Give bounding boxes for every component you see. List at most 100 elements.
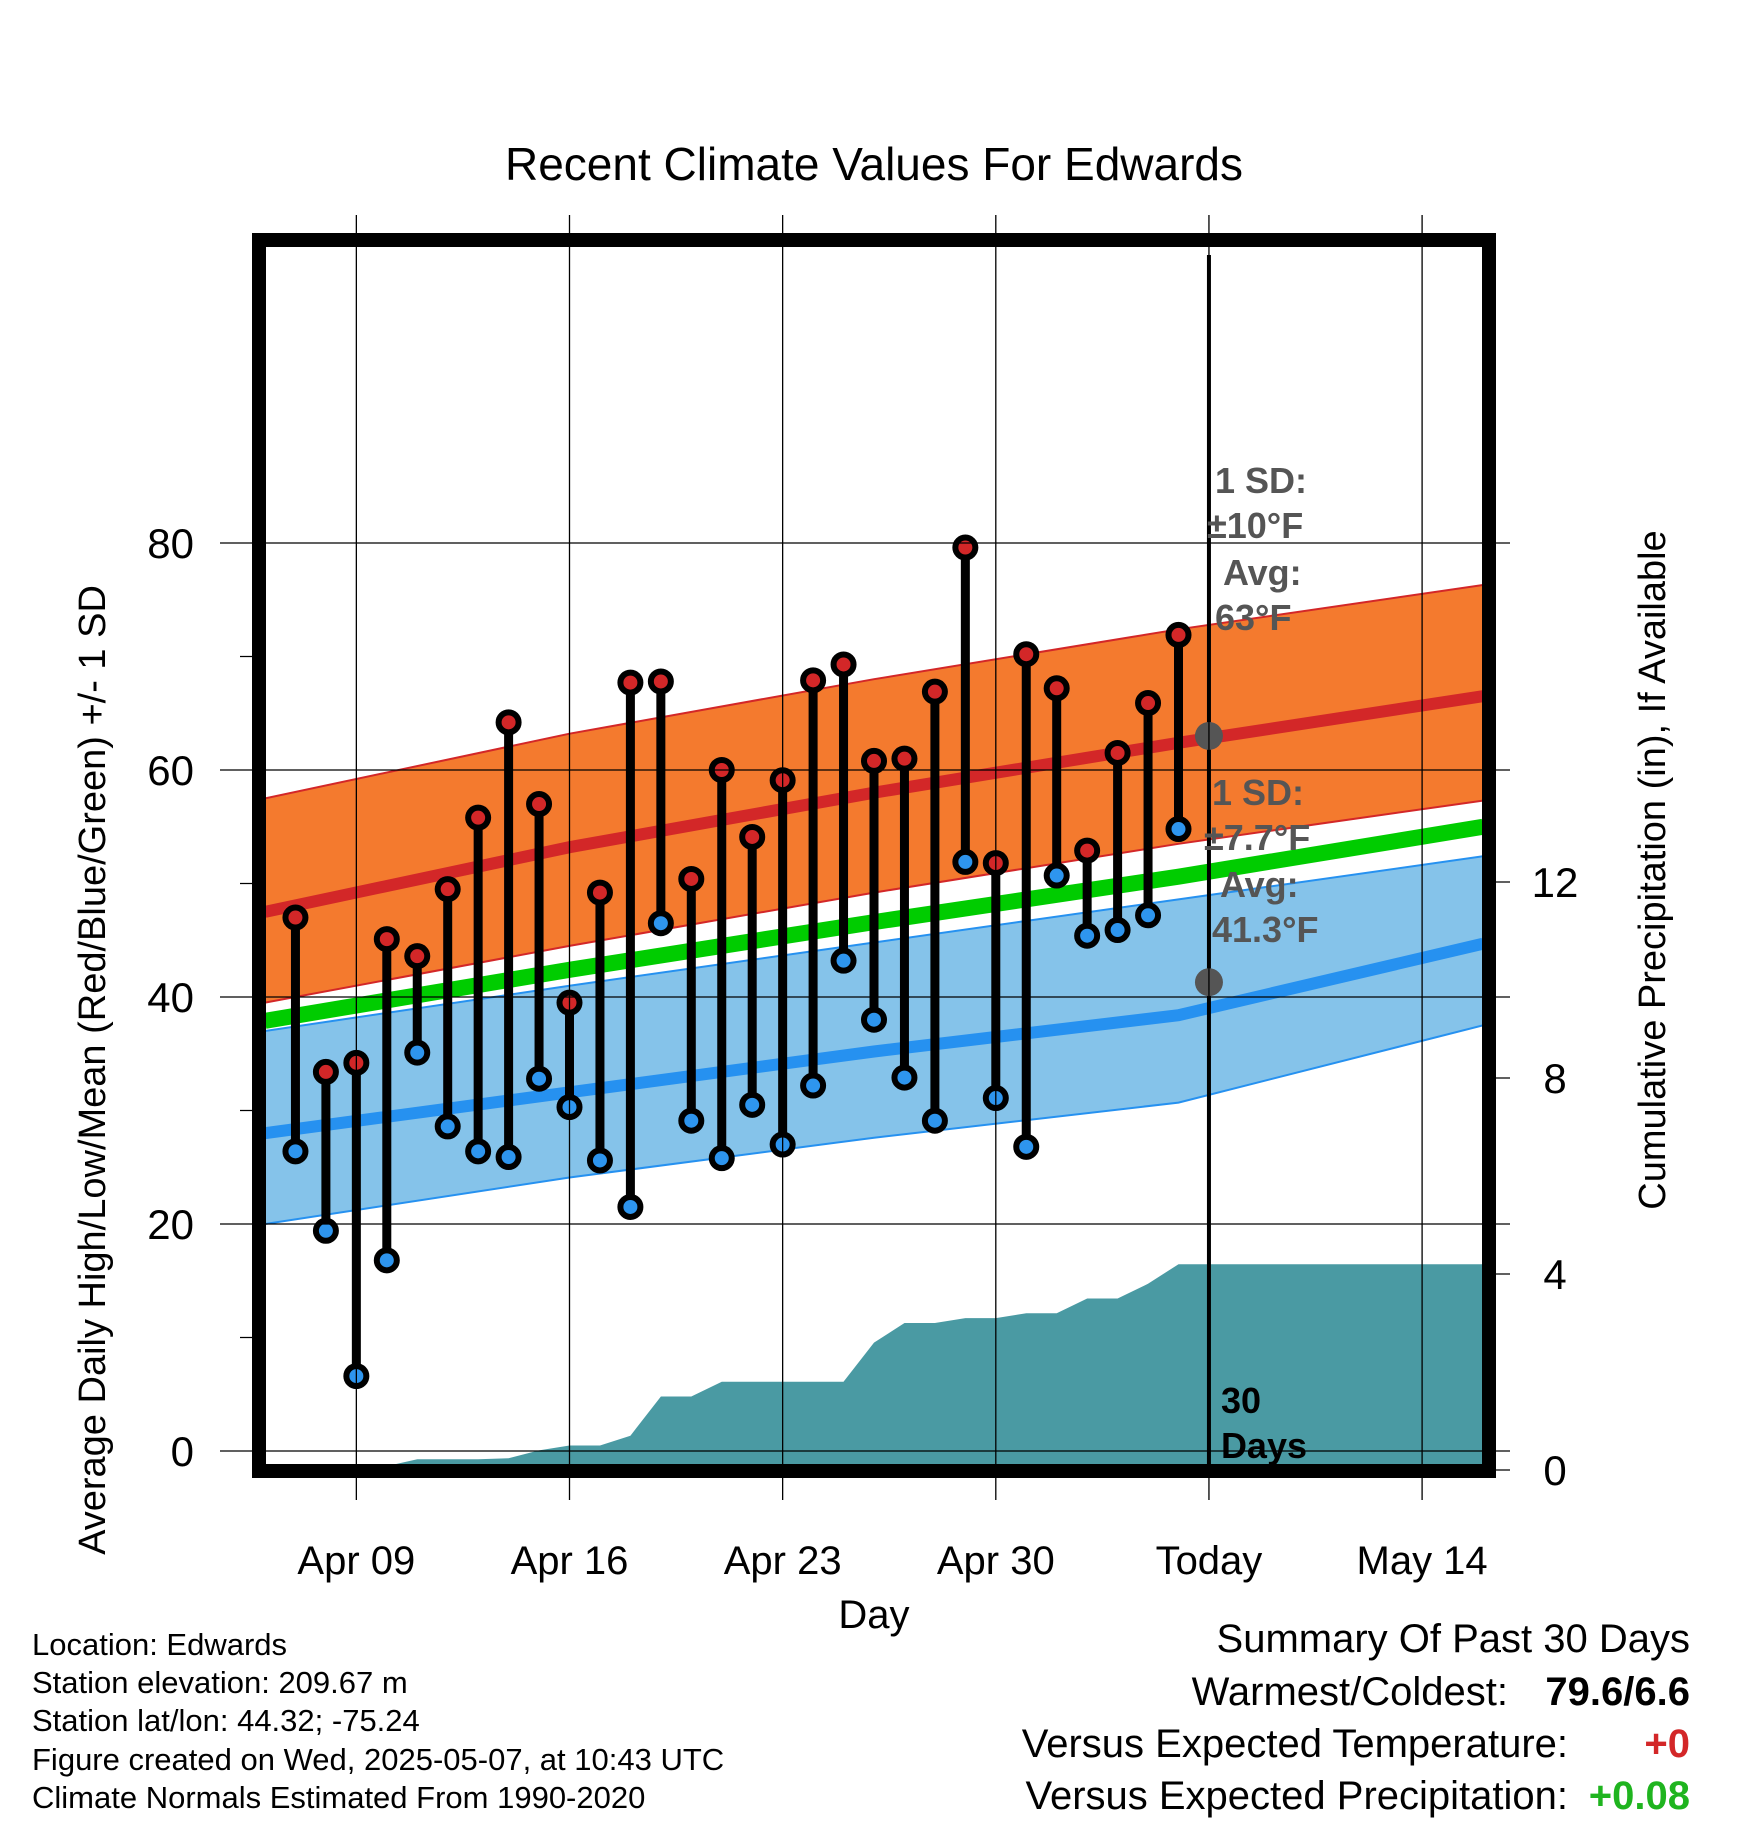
low-marker xyxy=(495,1144,522,1171)
y-tick-label: 80 xyxy=(147,520,194,567)
x-tick-label: Apr 30 xyxy=(937,1539,1055,1583)
low-marker xyxy=(617,1193,644,1220)
low-annotation: 1 SD:±7.7°F Avg:41.3°F xyxy=(1204,772,1318,950)
high-annotation: 1 SD:±10°F Avg:63°F xyxy=(1207,460,1307,638)
high-sd-upper-line xyxy=(265,584,1483,800)
low-marker xyxy=(800,1072,827,1099)
info-latlon: Station lat/lon: 44.32; -75.24 xyxy=(32,1703,420,1738)
low-sd-lower-line xyxy=(265,1024,1483,1225)
low-marker xyxy=(434,1113,461,1140)
high-marker xyxy=(1104,739,1131,766)
high-annotation-line: ±10°F xyxy=(1207,505,1303,546)
summary-title: Summary Of Past 30 Days xyxy=(1216,1617,1690,1661)
high-marker xyxy=(952,534,979,561)
low-marker xyxy=(282,1138,309,1165)
low-marker xyxy=(861,1006,887,1033)
x-tick-label: Apr 09 xyxy=(297,1539,415,1583)
high-marker xyxy=(312,1058,339,1085)
high-marker xyxy=(617,669,644,696)
high-marker xyxy=(739,823,766,850)
y-axis-label: Average Daily High/Low/Mean (Red/Blue/Gr… xyxy=(72,585,114,1555)
low-marker xyxy=(739,1091,766,1118)
x-tick-label: May 14 xyxy=(1357,1539,1488,1583)
x-tick-label: Apr 23 xyxy=(724,1539,842,1583)
low-marker xyxy=(373,1247,400,1274)
y2-tick-label: 12 xyxy=(1532,859,1579,906)
y-tick-label: 40 xyxy=(147,974,194,1021)
low-marker xyxy=(1074,922,1101,949)
high-marker xyxy=(434,876,461,903)
low-marker xyxy=(1043,862,1070,889)
summary-precip-label: Versus Expected Precipitation: xyxy=(1025,1774,1568,1818)
low-annotation-line: ±7.7°F xyxy=(1204,817,1310,858)
low-marker xyxy=(921,1107,948,1134)
chart-title: Recent Climate Values For Edwards xyxy=(505,138,1243,190)
low-marker xyxy=(708,1145,735,1172)
low-marker xyxy=(586,1147,613,1174)
low-annotation-line: 1 SD: xyxy=(1212,772,1304,813)
high-marker xyxy=(1074,837,1101,864)
high-marker xyxy=(678,865,705,892)
low-marker xyxy=(647,910,674,937)
summary-warmest-value: 79.6/6.6 xyxy=(1545,1670,1690,1714)
high-marker xyxy=(921,678,948,705)
low-marker xyxy=(1165,816,1192,843)
summary-precip-value: +0.08 xyxy=(1588,1774,1690,1818)
y2-axis-label: Cumulative Precipitation (in), If Availa… xyxy=(1632,530,1674,1209)
x-tick-label: Apr 16 xyxy=(511,1539,629,1583)
summary-temp-value: +0 xyxy=(1644,1722,1690,1766)
low-annotation-line: 41.3°F xyxy=(1212,909,1318,950)
high-annotation-line: 1 SD: xyxy=(1215,460,1307,501)
low-marker xyxy=(891,1064,918,1091)
low-marker xyxy=(952,848,979,875)
info-normals: Climate Normals Estimated From 1990-2020 xyxy=(32,1780,646,1815)
summary-temp-label: Versus Expected Temperature: xyxy=(1021,1722,1568,1766)
y-tick-label: 60 xyxy=(147,747,194,794)
high-marker xyxy=(1013,641,1040,668)
low-marker xyxy=(312,1217,339,1244)
y2-tick-label: 8 xyxy=(1543,1055,1566,1102)
high-marker xyxy=(891,745,918,772)
low-marker xyxy=(526,1065,553,1092)
plot-clip-group xyxy=(265,255,1483,1465)
today-days-label: Days xyxy=(1221,1425,1307,1466)
high-annotation-line: Avg: xyxy=(1223,552,1302,593)
low-marker xyxy=(830,947,857,974)
high-marker xyxy=(830,651,857,678)
high-marker xyxy=(373,926,400,953)
low-marker xyxy=(465,1138,492,1165)
y2-tick-label: 4 xyxy=(1543,1251,1566,1298)
high-marker xyxy=(465,804,492,831)
high-marker xyxy=(1135,690,1162,717)
y-tick-label: 20 xyxy=(147,1201,194,1248)
x-tick-label: Today xyxy=(1156,1539,1263,1583)
high-marker xyxy=(647,668,674,695)
info-location: Location: Edwards xyxy=(32,1627,288,1662)
info-created: Figure created on Wed, 2025-05-07, at 10… xyxy=(32,1742,725,1777)
high-marker xyxy=(1043,675,1070,702)
plot-frame xyxy=(252,233,1496,1478)
y2-tick-label: 0 xyxy=(1543,1447,1566,1494)
high-marker xyxy=(1165,621,1192,648)
high-marker xyxy=(800,667,827,694)
high-marker xyxy=(404,943,431,970)
high-annotation-line: 63°F xyxy=(1215,597,1291,638)
low-marker xyxy=(404,1039,431,1066)
high-marker xyxy=(526,791,553,818)
low-annotation-line: Avg: xyxy=(1220,864,1299,905)
high-marker xyxy=(495,709,522,736)
summary-warmest-label: Warmest/Coldest: xyxy=(1191,1670,1508,1714)
precip-area xyxy=(265,1264,1483,1465)
low-marker xyxy=(1135,902,1162,929)
today-days-label: 30 xyxy=(1221,1380,1261,1421)
x-axis-label: Day xyxy=(838,1593,909,1637)
high-marker xyxy=(282,904,309,931)
low-marker xyxy=(1104,917,1131,944)
normal-low-line xyxy=(265,937,1483,1140)
y-tick-label: 0 xyxy=(171,1428,194,1475)
info-elevation: Station elevation: 209.67 m xyxy=(32,1665,408,1700)
low-marker xyxy=(678,1107,705,1134)
high-marker xyxy=(861,747,887,774)
